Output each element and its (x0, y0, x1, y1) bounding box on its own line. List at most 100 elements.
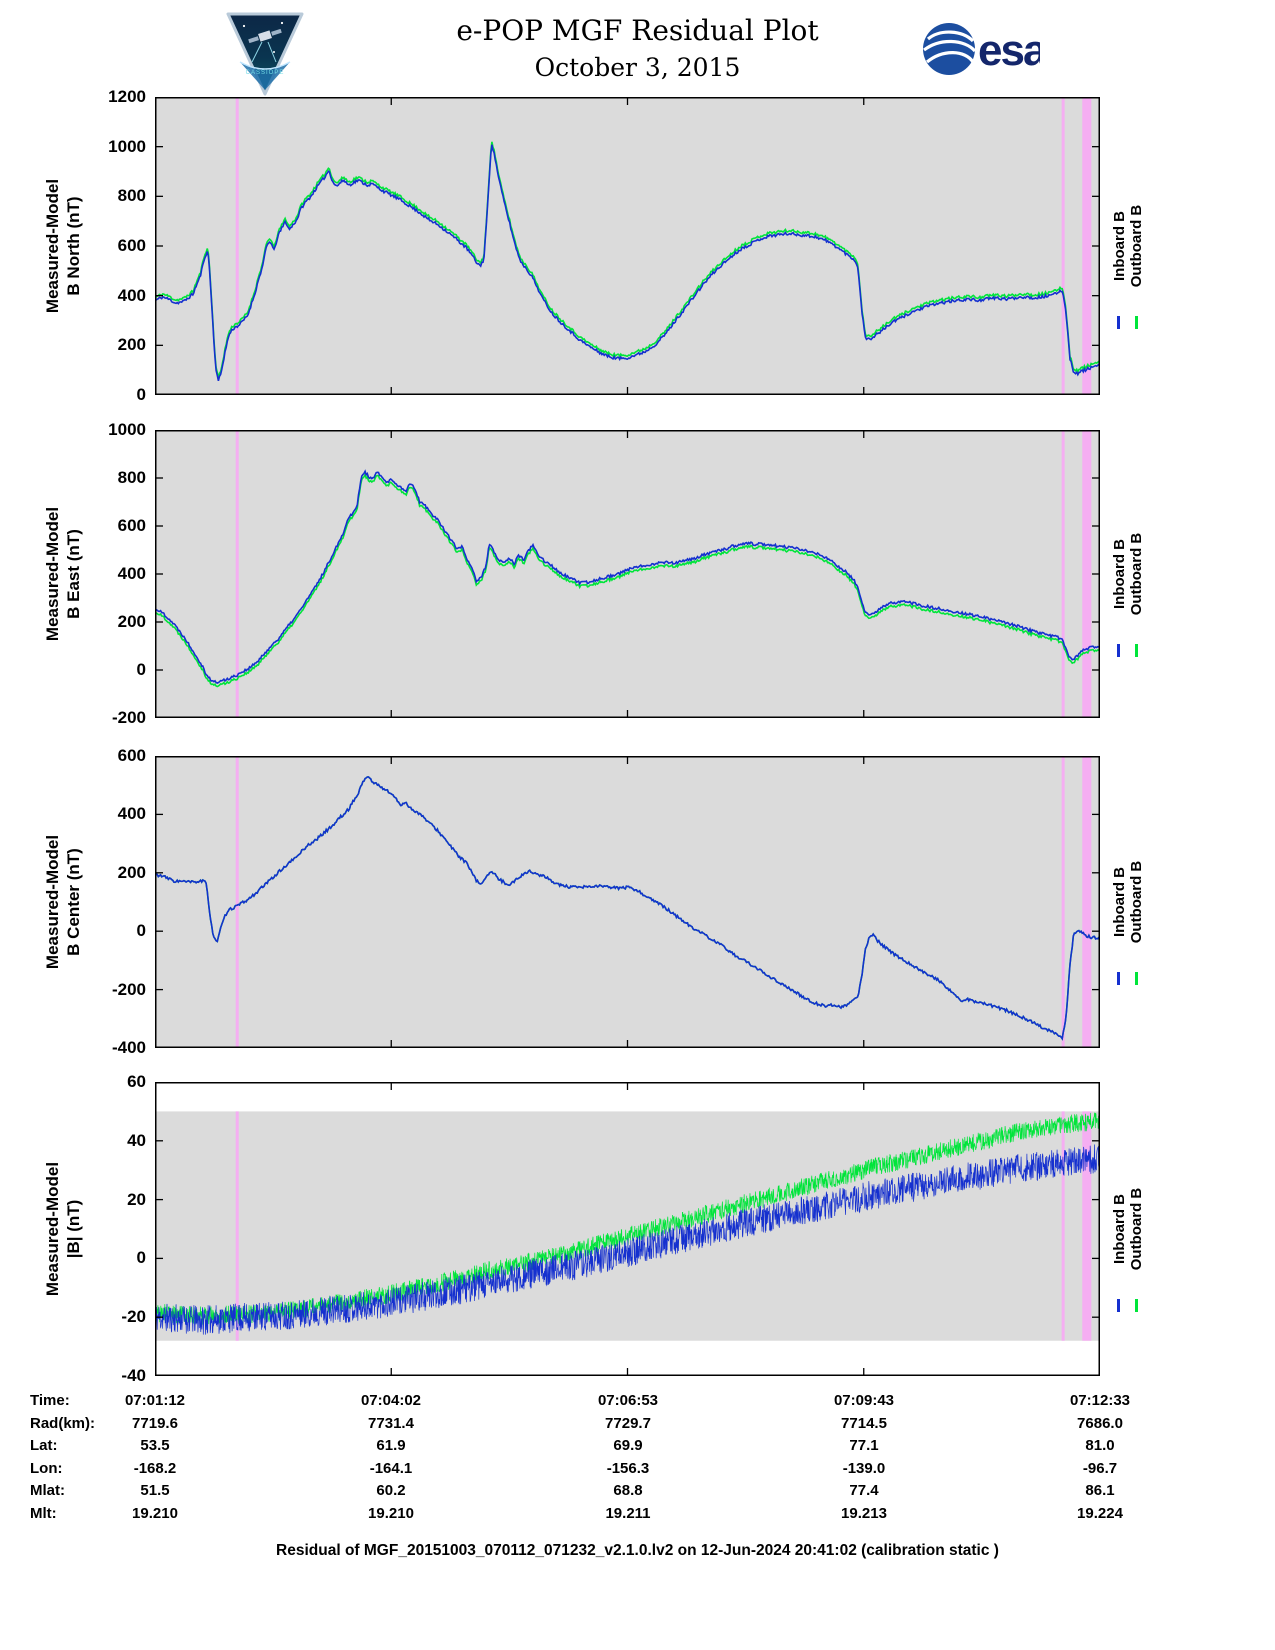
y-tick-label: 0 (136, 660, 146, 679)
cell: -96.7 (1082, 1460, 1118, 1477)
row-label: Mlt: (30, 1505, 57, 1522)
panel-b-magnitude: Measured-Model |B| (nT) Inboard B Outboa… (0, 1072, 1275, 1385)
esa-logo-icon: esa (923, 23, 1050, 75)
legend-inboard-label: Inboard B (1111, 211, 1128, 281)
legend-inboard-label: Inboard B (1111, 539, 1128, 609)
row-label: Lon: (30, 1460, 63, 1477)
esa-logo: esa (920, 20, 1050, 83)
cell: 53.5 (140, 1437, 170, 1454)
outboard-marker-icon (1135, 316, 1138, 329)
table-row-mlat: Mlat: 51.5 60.2 68.8 77.4 86.1 (0, 1482, 1275, 1504)
chart-svg-b_east (155, 430, 1100, 718)
inboard-marker-icon (1117, 316, 1120, 329)
ylabel-line1: Measured-Model (43, 834, 62, 970)
cell: 86.1 (1085, 1482, 1115, 1499)
y-tick-label: -200 (111, 979, 146, 999)
row-label: Rad(km): (30, 1415, 96, 1432)
y-tick-label: 400 (117, 804, 146, 824)
outboard-marker-icon (1135, 972, 1138, 985)
patch-text: CASSIOPE (246, 70, 285, 76)
table-row-time: Time: 07:01:12 07:04:02 07:06:53 07:09:4… (0, 1392, 1275, 1414)
plot-area-b-center (155, 756, 1100, 1048)
chart-svg-b_mag (155, 1082, 1100, 1376)
y-tick-label: -200 (111, 708, 146, 727)
mission-patch-icon: CASSIOPE (226, 12, 304, 96)
outboard-marker-icon (1135, 644, 1138, 657)
chart-svg-b_center (155, 756, 1100, 1048)
plot-area-b-magnitude (155, 1082, 1100, 1376)
y-axis-label-b-center: Measured-Model B Center (nT) (8, 756, 118, 1048)
y-axis-label-b-magnitude: Measured-Model |B| (nT) (8, 1082, 118, 1376)
outboard-marker-icon (1135, 1299, 1138, 1312)
panel-b-east: Measured-Model B East (nT) Inboard B Out… (0, 420, 1275, 727)
cell: -164.1 (369, 1460, 413, 1477)
y-tick-label: 1200 (108, 87, 146, 106)
y-tick-label: 0 (136, 385, 146, 404)
ylabel-line2: B Center (nT) (64, 848, 83, 956)
cell: 68.8 (613, 1482, 643, 1499)
cell: 77.4 (849, 1482, 879, 1499)
page-title: e-POP MGF Residual Plot October 3, 2015 (0, 14, 1275, 82)
y-tick-label: 200 (117, 612, 146, 631)
ylabel-line2: |B| (nT) (64, 1199, 83, 1259)
cell: 7729.7 (605, 1415, 651, 1432)
legend-outboard-label: Outboard B (1128, 204, 1145, 288)
panel-b-north: Measured-Model B North (nT) Inboard B Ou… (0, 87, 1275, 404)
y-tick-label: 400 (117, 285, 146, 305)
esa-text: esa (978, 26, 1040, 75)
legend-outboard-label: Outboard B (1128, 1187, 1145, 1271)
cell: 7714.5 (841, 1415, 887, 1432)
y-tick-label: 40 (127, 1130, 146, 1150)
row-label: Mlat: (30, 1482, 65, 1499)
cell: 7731.4 (368, 1415, 414, 1432)
mission-patch: CASSIOPE (218, 6, 312, 105)
y-tick-label: 800 (117, 186, 146, 206)
legend-b-north: Inboard B Outboard B (1102, 97, 1154, 395)
cell: 07:01:12 (124, 1392, 186, 1409)
cell: -156.3 (606, 1460, 650, 1477)
cell: 19.213 (841, 1505, 887, 1522)
inboard-marker-icon (1117, 972, 1120, 985)
cell: -168.2 (133, 1460, 177, 1477)
y-tick-label: 60 (127, 1072, 146, 1091)
y-tick-label: 200 (117, 335, 146, 355)
legend-outboard-label: Outboard B (1128, 532, 1145, 616)
cell: 19.210 (368, 1505, 414, 1522)
y-tick-label: 200 (117, 862, 146, 882)
table-row-mlt: Mlt: 19.210 19.210 19.211 19.213 19.224 (0, 1505, 1275, 1527)
table-row-lon: Lon: -168.2 -164.1 -156.3 -139.0 -96.7 (0, 1460, 1275, 1482)
cell: 60.2 (376, 1482, 406, 1499)
y-tick-label: 0 (136, 1248, 146, 1268)
cell: 7719.6 (132, 1415, 178, 1432)
cell: 19.210 (132, 1505, 178, 1522)
plot-area-b-north (155, 97, 1100, 395)
y-tick-label: 600 (117, 746, 146, 765)
y-tick-label: 20 (127, 1189, 146, 1209)
row-label: Lat: (30, 1437, 58, 1454)
legend-b-magnitude: Inboard B Outboard B (1102, 1082, 1154, 1376)
cell: 51.5 (140, 1482, 170, 1499)
title-line2: October 3, 2015 (534, 53, 741, 82)
table-row-lat: Lat: 53.5 61.9 69.9 77.1 81.0 (0, 1437, 1275, 1459)
panel-b-center: Measured-Model B Center (nT) Inboard B O… (0, 746, 1275, 1057)
inboard-marker-icon (1117, 644, 1120, 657)
legend-b-center: Inboard B Outboard B (1102, 756, 1154, 1048)
y-tick-label: -20 (121, 1307, 146, 1327)
cell: 07:12:33 (1069, 1392, 1131, 1409)
cell: -139.0 (842, 1460, 886, 1477)
cell: 19.211 (605, 1505, 651, 1522)
footer-text: Residual of MGF_20151003_070112_071232_v… (276, 1542, 999, 1559)
cell: 07:09:43 (833, 1392, 895, 1409)
cell: 69.9 (613, 1437, 643, 1454)
ylabel-line1: Measured-Model (43, 1161, 62, 1297)
cell: 81.0 (1085, 1437, 1115, 1454)
legend-b-east: Inboard B Outboard B (1102, 430, 1154, 718)
inboard-marker-icon (1117, 1299, 1120, 1312)
cell: 07:06:53 (597, 1392, 659, 1409)
legend-inboard-label: Inboard B (1111, 1194, 1128, 1264)
cell: 61.9 (376, 1437, 406, 1454)
y-tick-label: 600 (117, 516, 146, 535)
plot-area-b-east (155, 430, 1100, 718)
table-row-rad: Rad(km): 7719.6 7731.4 7729.7 7714.5 768… (0, 1415, 1275, 1437)
